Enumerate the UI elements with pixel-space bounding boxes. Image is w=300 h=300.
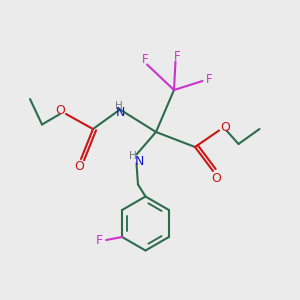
Text: H: H: [129, 151, 136, 161]
Text: N: N: [135, 154, 144, 168]
Text: F: F: [174, 50, 180, 63]
Text: F: F: [96, 233, 103, 247]
Text: O: O: [55, 104, 65, 118]
Text: O: O: [221, 121, 230, 134]
Text: F: F: [206, 73, 212, 86]
Text: O: O: [211, 172, 221, 185]
Text: O: O: [75, 160, 84, 173]
Text: H: H: [115, 100, 122, 111]
Text: F: F: [142, 52, 149, 66]
Text: N: N: [115, 106, 125, 119]
